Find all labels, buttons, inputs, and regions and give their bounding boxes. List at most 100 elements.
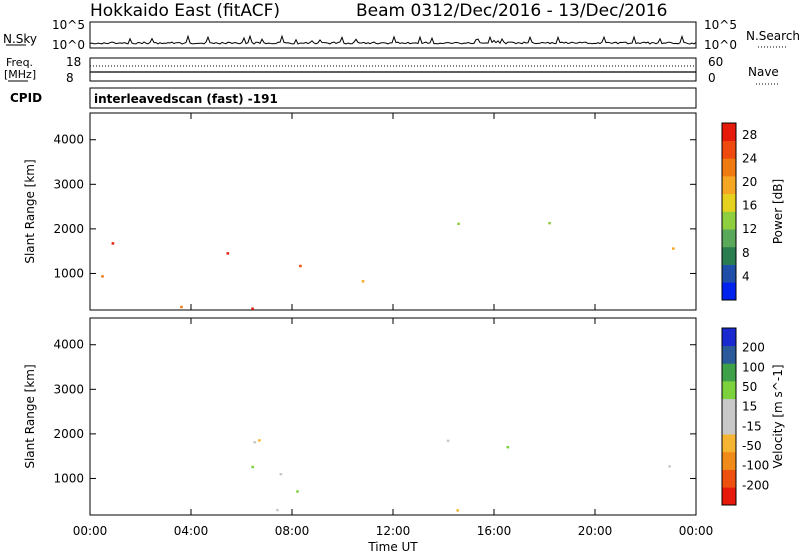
velocity-panel: 1000 2000 3000 4000 Slant Range [km] 200 100 50… bbox=[23, 317, 785, 516]
data-cell bbox=[111, 242, 115, 245]
nsky-tick-top: 10^5 bbox=[52, 18, 85, 32]
cpid-value: interleavedscan (fast) -191 bbox=[94, 92, 278, 106]
colorbar-swatch bbox=[722, 246, 736, 265]
time-tick-label: 16:00 bbox=[477, 524, 512, 538]
velocity-colorbar-tick: -100 bbox=[742, 459, 769, 473]
colorbar-swatch bbox=[722, 328, 736, 346]
power-colorbar-tick: 20 bbox=[742, 175, 757, 189]
power-ytick-label: 3000 bbox=[53, 177, 84, 191]
power-colorbar-tick: 24 bbox=[742, 151, 757, 165]
data-cell bbox=[251, 307, 254, 310]
data-cell bbox=[180, 305, 183, 309]
power-ylabel: Slant Range [km] bbox=[23, 159, 37, 263]
colorbar-swatch bbox=[722, 381, 736, 400]
data-cell bbox=[361, 280, 365, 283]
velocity-colorbar-tick: -15 bbox=[742, 419, 762, 433]
nsky-panel: N.Sky 10^5 10^0 10^5 10^0 N.Search bbox=[3, 18, 800, 52]
data-cell bbox=[276, 508, 279, 512]
velocity-ytick-label: 1000 bbox=[53, 471, 84, 485]
colorbar-swatch bbox=[722, 140, 736, 159]
freq-label: Freq. bbox=[6, 56, 33, 69]
nsky-label: N.Sky bbox=[3, 32, 37, 46]
colorbar-swatch bbox=[722, 451, 736, 470]
velocity-cells bbox=[251, 439, 671, 512]
beam-label: Beam 03 bbox=[356, 1, 432, 21]
data-cell bbox=[457, 222, 460, 225]
colorbar-swatch bbox=[722, 469, 736, 488]
time-axis: 00:00 04:00 08:00 12:00 16:00 20:00 00:00 bbox=[73, 524, 714, 538]
data-cell bbox=[226, 252, 230, 255]
colorbar-swatch bbox=[722, 363, 736, 382]
velocity-ytick-label: 2000 bbox=[53, 427, 84, 441]
power-colorbar-tick: 12 bbox=[742, 222, 757, 236]
velocity-frame bbox=[89, 317, 697, 516]
power-ytick-label: 4000 bbox=[53, 133, 84, 147]
data-cell bbox=[251, 465, 254, 469]
power-colorbar-tick: 28 bbox=[742, 128, 757, 142]
time-tick-label: 20:00 bbox=[578, 524, 613, 538]
colorbar-swatch bbox=[722, 398, 736, 417]
colorbar-swatch bbox=[722, 193, 736, 212]
colorbar-swatch bbox=[722, 282, 736, 301]
data-cell bbox=[296, 490, 299, 493]
power-colorbar-label: Power [dB] bbox=[771, 179, 785, 244]
data-cell bbox=[446, 439, 450, 442]
time-tick-label: 08:00 bbox=[275, 524, 310, 538]
nsearch-tick-bottom: 10^0 bbox=[704, 38, 737, 52]
power-colorbar-tick: 8 bbox=[742, 246, 750, 260]
velocity-colorbar-tick: 15 bbox=[742, 400, 757, 414]
power-colorbar-tick: 16 bbox=[742, 199, 757, 213]
nsky-trace bbox=[89, 34, 697, 45]
nave-label: Nave bbox=[748, 65, 779, 79]
colorbar-swatch bbox=[722, 229, 736, 248]
time-tick-label: 00:00 bbox=[679, 524, 714, 538]
data-cell bbox=[299, 264, 302, 268]
data-cell bbox=[279, 473, 283, 476]
x-axis-title: Time UT bbox=[367, 540, 418, 554]
colorbar-swatch bbox=[722, 345, 736, 364]
velocity-colorbar-tick: 50 bbox=[742, 380, 757, 394]
colorbar-swatch bbox=[722, 434, 736, 453]
power-colorbar: 4 8 12 16 20 24 28 Power [dB] bbox=[721, 122, 785, 301]
time-tick-label: 00:00 bbox=[73, 524, 108, 538]
station-title: Hokkaido East (fitACF) bbox=[90, 1, 280, 21]
data-cell bbox=[253, 441, 257, 444]
nsky-tick-bottom: 10^0 bbox=[52, 38, 85, 52]
data-cell bbox=[258, 439, 261, 442]
colorbar-swatch bbox=[722, 158, 736, 177]
data-cell bbox=[668, 465, 671, 468]
nave-tick-bottom: 0 bbox=[708, 71, 716, 85]
colorbar-swatch bbox=[722, 487, 736, 506]
power-ytick-label: 2000 bbox=[53, 222, 84, 236]
data-cell bbox=[506, 446, 510, 449]
colorbar-swatch bbox=[722, 416, 736, 435]
colorbar-swatch bbox=[722, 211, 736, 230]
velocity-ytick-label: 3000 bbox=[53, 382, 84, 396]
data-cell bbox=[101, 275, 104, 278]
freq-tick-bottom: 8 bbox=[66, 71, 74, 85]
power-cells bbox=[101, 222, 675, 310]
velocity-colorbar-frame bbox=[721, 327, 737, 506]
velocity-colorbar-tick: 100 bbox=[742, 360, 765, 374]
nsearch-label: N.Search bbox=[746, 29, 800, 43]
time-tick-label: 04:00 bbox=[174, 524, 209, 538]
freq-unit-label: [MHz] bbox=[4, 68, 36, 81]
velocity-ytick-label: 4000 bbox=[53, 338, 84, 352]
freq-panel: Freq. [MHz] 18 8 60 0 Nave bbox=[4, 55, 779, 85]
data-cell bbox=[548, 222, 551, 225]
velocity-colorbar-tick: 200 bbox=[742, 341, 765, 355]
data-cell bbox=[456, 509, 459, 512]
nave-tick-top: 60 bbox=[708, 55, 723, 69]
velocity-colorbar-tick: -200 bbox=[742, 478, 769, 492]
nsky-line bbox=[89, 34, 697, 45]
nsearch-tick-top: 10^5 bbox=[704, 18, 737, 32]
cpid-label: CPID bbox=[10, 91, 42, 105]
colorbar-swatch bbox=[722, 176, 736, 195]
freq-frame bbox=[89, 57, 697, 82]
colorbar-swatch bbox=[722, 264, 736, 283]
power-frame bbox=[89, 112, 697, 311]
power-panel: 1000 2000 3000 4000 Slant Range [km] 4 8 12 16 20… bbox=[23, 112, 785, 311]
power-colorbar-tick: 4 bbox=[742, 269, 750, 283]
